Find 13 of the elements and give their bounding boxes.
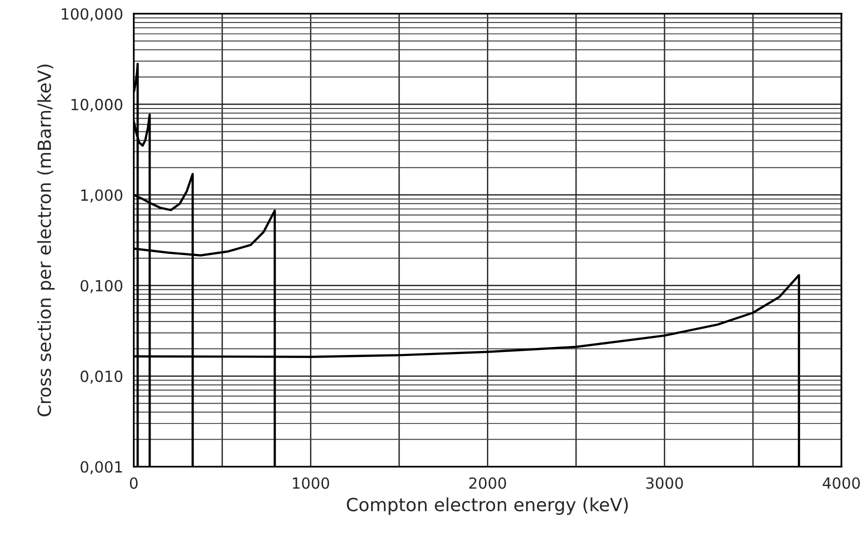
y-tick-label: 100,000 — [62, 8, 122, 22]
x-axis-title: Compton electron energy (keV) — [346, 497, 628, 515]
y-tick-label: 0,010 — [80, 370, 122, 384]
y-tick-label: 0,001 — [80, 461, 122, 474]
x-tick-label: 0 — [130, 477, 138, 489]
x-tick-label: 2000 — [469, 477, 506, 489]
x-tick-label: 4000 — [822, 477, 860, 489]
y-tick-label: 10,000 — [72, 98, 122, 112]
y-tick-label: 0,100 — [80, 280, 122, 294]
x-tick-label: 3000 — [646, 477, 683, 489]
y-axis-title: Cross section per electron (mBarn/keV) — [37, 64, 55, 416]
y-tick-label: 1,000 — [81, 189, 122, 202]
x-tick-label: 1000 — [292, 477, 330, 489]
